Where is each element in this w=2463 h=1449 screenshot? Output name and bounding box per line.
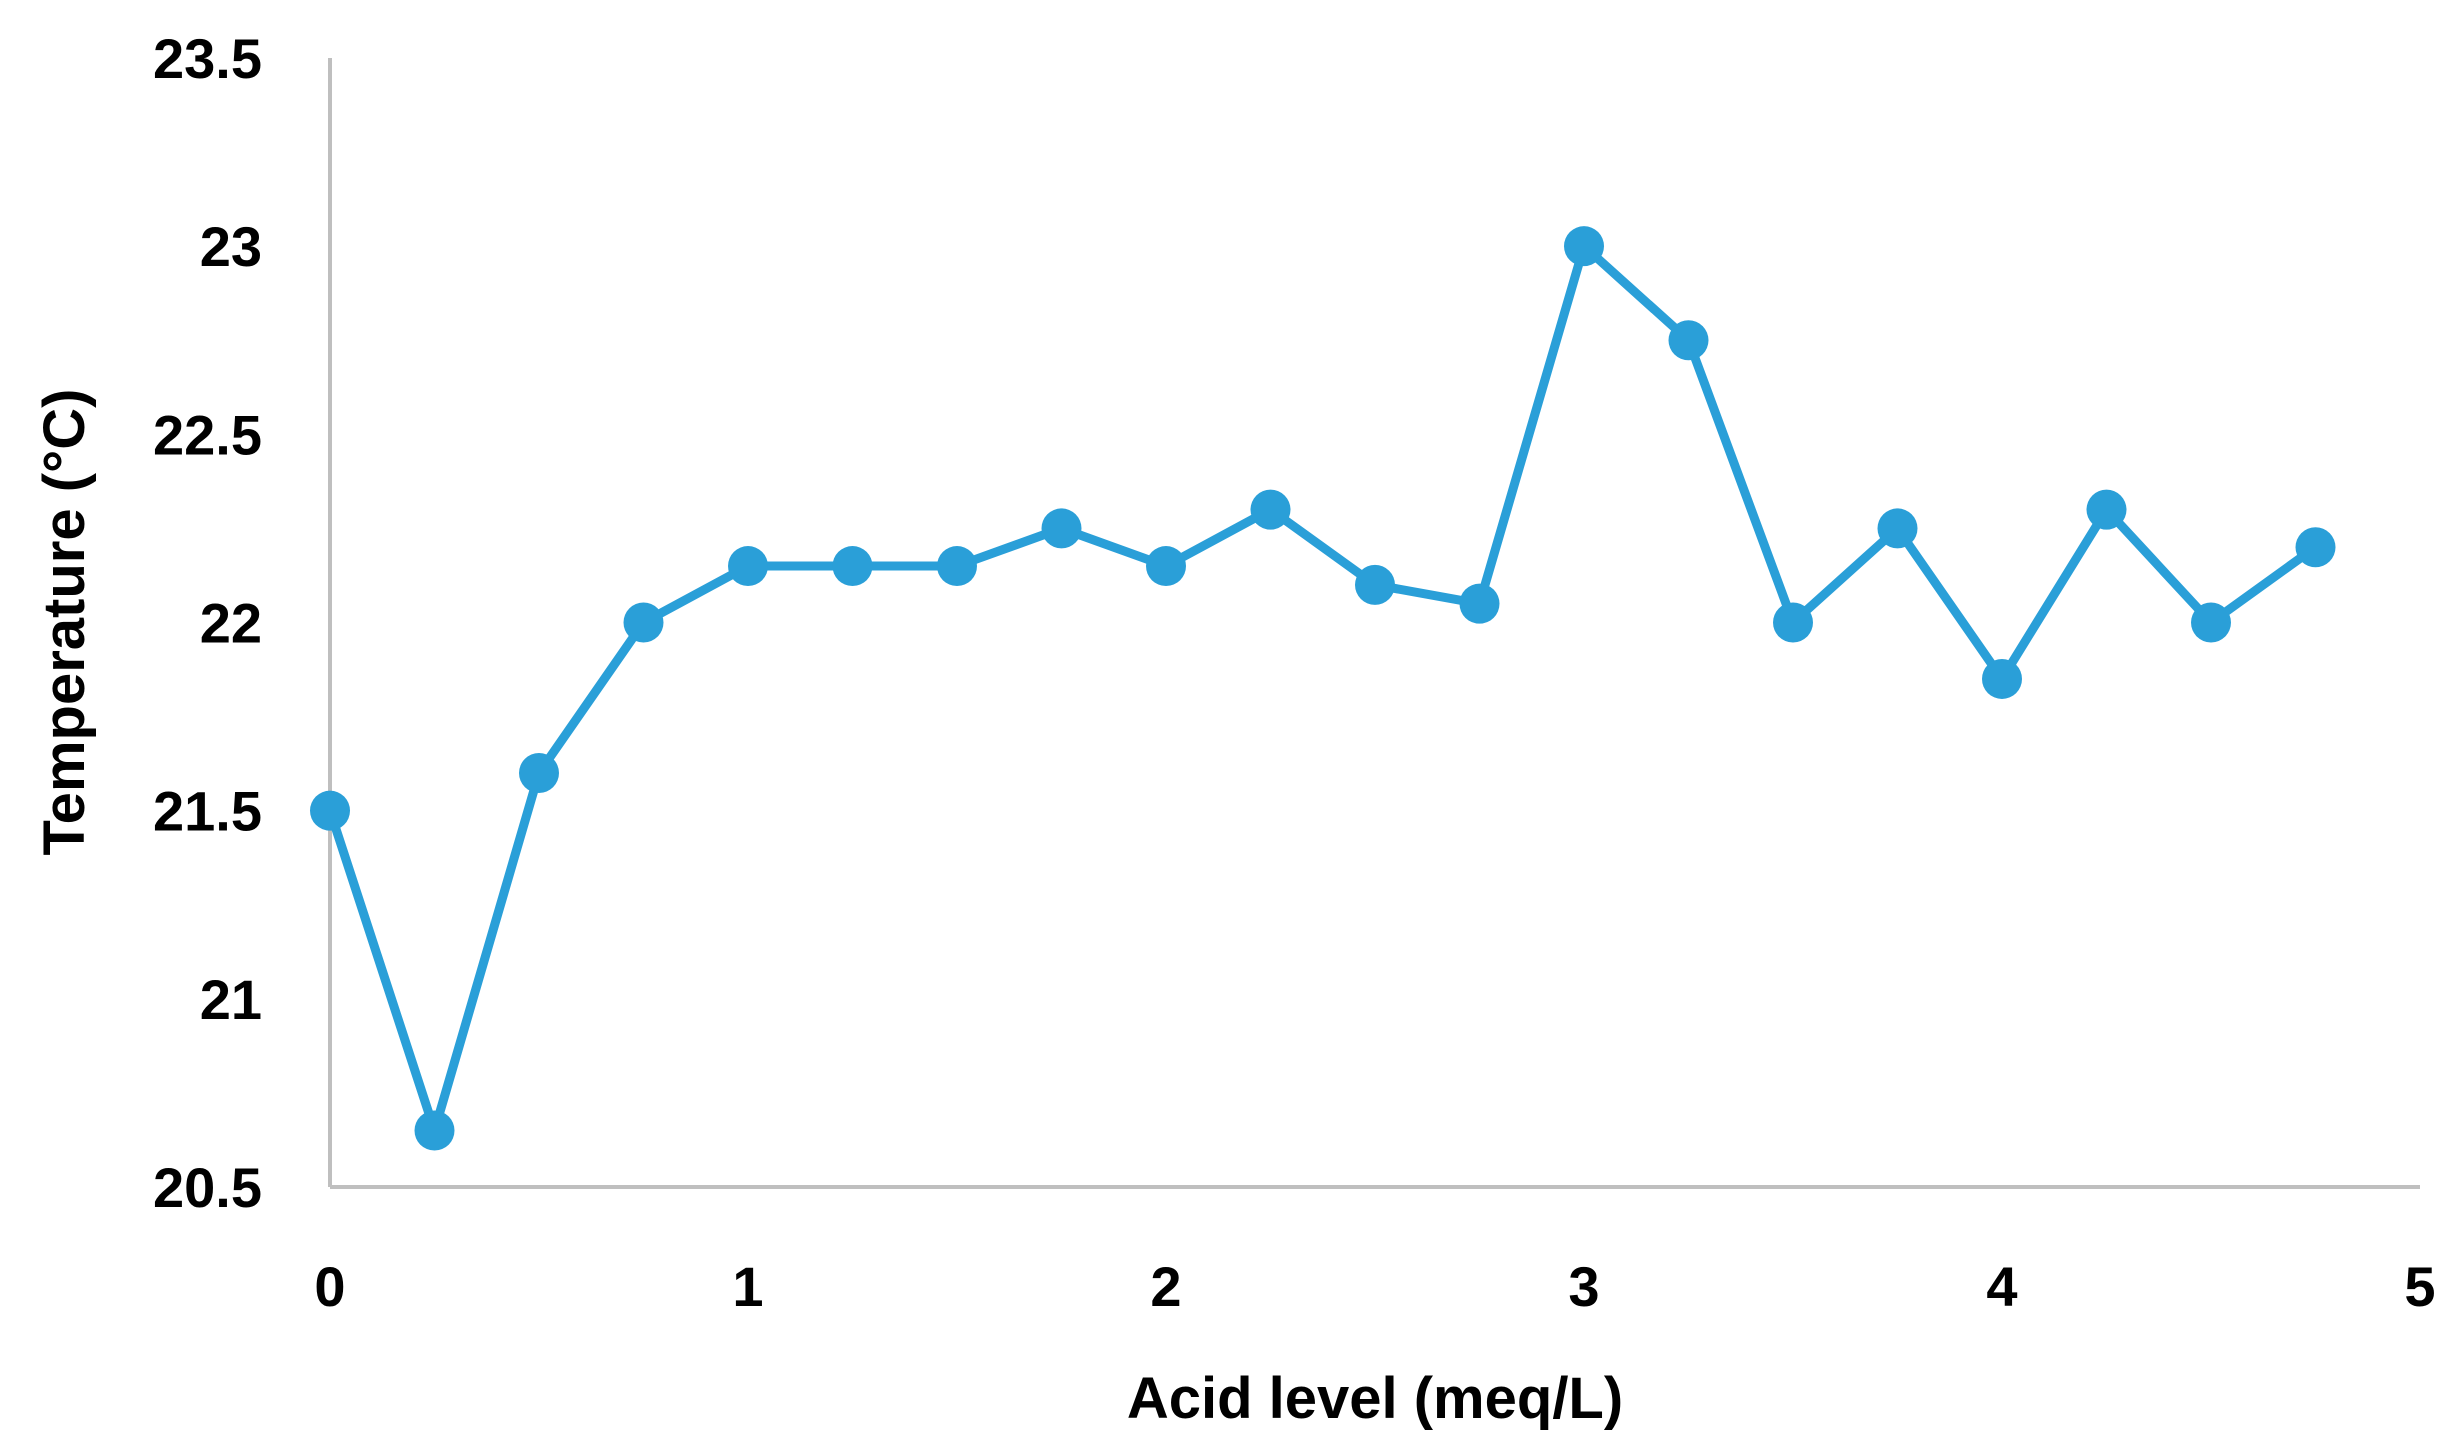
data-point (1459, 583, 1500, 624)
axes (328, 58, 2420, 1189)
data-point (832, 546, 873, 587)
y-tick-label: 22.5 (153, 403, 262, 466)
x-tick-label: 5 (2404, 1255, 2435, 1318)
data-point (1564, 226, 1604, 267)
series-layer (310, 226, 2336, 1151)
y-axis-title: Temperature (°C) (32, 389, 97, 856)
y-tick-label: 22 (200, 592, 262, 655)
x-tick-label: 2 (1150, 1255, 1181, 1318)
data-point (1668, 320, 1709, 361)
x-axis-title: Acid level (meq/L) (1127, 1366, 1623, 1431)
x-tick-label: 4 (1986, 1255, 2017, 1318)
data-point (937, 546, 977, 587)
x-tick-labels: 0 1 2 3 4 5 (314, 1255, 2435, 1318)
y-tick-label: 23.5 (153, 27, 262, 90)
data-point (414, 1110, 455, 1151)
data-point (728, 546, 768, 587)
x-tick-label: 1 (732, 1255, 763, 1318)
data-point (2295, 527, 2336, 568)
data-point (1877, 508, 1918, 549)
data-point (1250, 489, 1291, 530)
data-point (2191, 602, 2231, 643)
data-point (519, 753, 559, 794)
data-point (1773, 602, 1813, 643)
data-point (2086, 489, 2127, 530)
data-point (1982, 658, 2022, 699)
y-tick-label: 23 (200, 215, 262, 278)
y-tick-label: 21.5 (153, 780, 262, 843)
data-point (623, 602, 664, 643)
x-tick-label: 0 (314, 1255, 345, 1318)
data-point (1041, 508, 1082, 549)
data-point (310, 790, 350, 831)
data-point (1355, 564, 1395, 605)
y-tick-labels: 20.5 21 21.5 22 22.5 23 23.5 (153, 27, 262, 1219)
y-tick-label: 20.5 (153, 1156, 262, 1219)
data-point (1146, 546, 1186, 587)
y-tick-label: 21 (200, 968, 262, 1031)
x-tick-label: 3 (1568, 1255, 1599, 1318)
